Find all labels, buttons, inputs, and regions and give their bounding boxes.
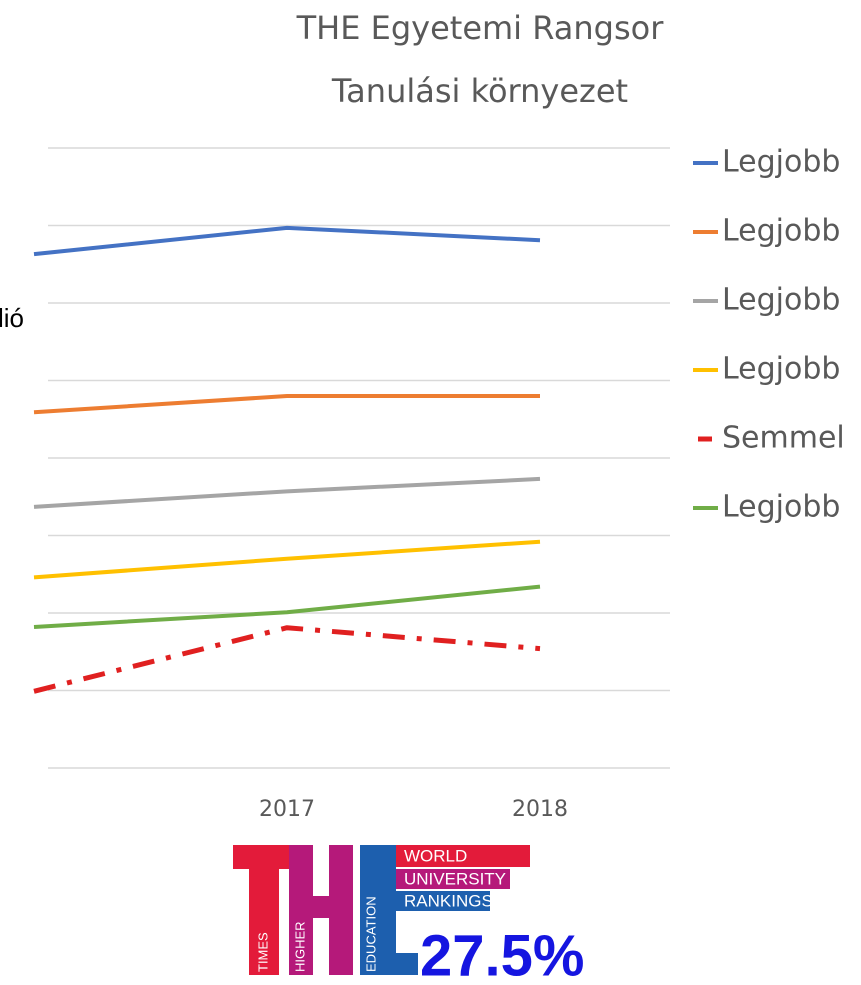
- chart-subtitle: Tanulási környezet: [331, 72, 628, 110]
- series-line: [33, 225, 541, 257]
- chart-title: THE Egyetemi Rangsor: [296, 9, 665, 47]
- series-line: [33, 625, 541, 694]
- logo-text: HIGHER: [292, 921, 307, 972]
- series-line: [33, 476, 541, 509]
- legend-label: Legjobb: [722, 214, 840, 249]
- legend-label: Legjobb: [722, 283, 840, 318]
- logo: WORLD UNIVERSITY RANKINGS TIMES HIGHER E…: [233, 845, 530, 975]
- legend-label: Legjobb: [722, 352, 840, 387]
- logo-text: UNIVERSITY: [404, 869, 506, 888]
- legend-label: Semmel: [722, 421, 845, 456]
- x-tick-label: 2018: [512, 797, 568, 822]
- logo-text: EDUCATION: [363, 896, 378, 972]
- side-text: lió: [0, 303, 24, 333]
- legend-label: Legjobb: [722, 490, 840, 525]
- series-line: [33, 584, 541, 629]
- annotation: 27.5%: [420, 923, 584, 985]
- series-line: [33, 394, 540, 415]
- logo-text: RANKINGS: [404, 891, 493, 910]
- logo-text: TIMES: [255, 932, 270, 972]
- logo-text: WORLD: [404, 846, 467, 865]
- legend-label: Legjobb: [722, 145, 840, 180]
- series-line: [33, 539, 541, 580]
- x-tick-label: 2017: [259, 797, 315, 822]
